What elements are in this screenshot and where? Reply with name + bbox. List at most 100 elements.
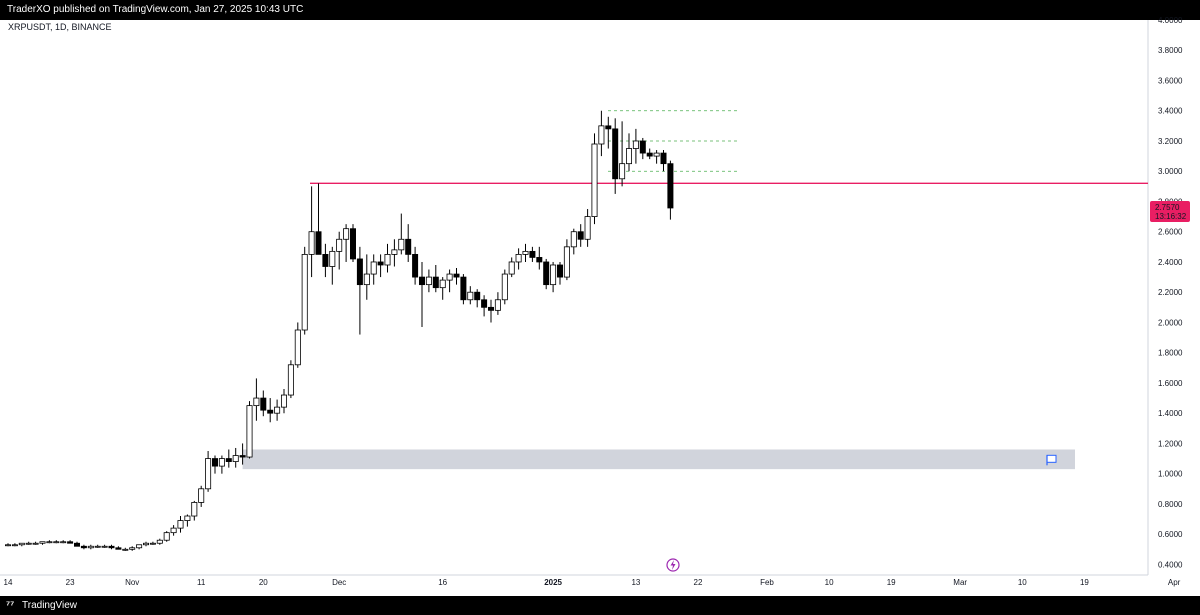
candle-body — [170, 527, 177, 534]
candle-body — [384, 254, 391, 266]
candle-body — [639, 140, 646, 154]
publish-text: TraderXO published on TradingView.com, J… — [7, 4, 304, 15]
candle — [108, 544, 115, 550]
price-tick-label: 2.2000 — [1158, 288, 1183, 297]
time-tick-label: 20 — [259, 578, 268, 587]
candle-body — [301, 254, 308, 331]
last-price-label: 2.7570 — [1155, 203, 1180, 212]
candle-body — [74, 542, 81, 547]
candle-body — [563, 246, 570, 278]
candle-body — [501, 273, 508, 301]
time-axis[interactable]: 14 23 Nov 11 20 Dec 16 2025 13 22 Feb 10 19 Mar 10 19 Ap… — [4, 578, 1200, 587]
candle — [101, 544, 108, 548]
candle-body — [550, 264, 557, 286]
candle-body — [432, 276, 439, 289]
price-tick-label: 3.6000 — [1158, 76, 1183, 85]
candle-body — [53, 541, 60, 544]
level-layer — [310, 110, 1148, 184]
candle — [170, 525, 177, 536]
candle — [660, 150, 667, 172]
tradingview-footer: ⁷⁷ TradingView — [0, 596, 1200, 615]
candle-body — [80, 545, 87, 549]
candle-body — [163, 532, 170, 541]
candle-body — [412, 254, 419, 278]
time-tick-label: 23 — [66, 578, 75, 587]
candle-body — [508, 261, 515, 275]
candle — [391, 239, 398, 267]
price-tick-label: 2.0000 — [1158, 318, 1183, 327]
candle-body — [425, 276, 432, 286]
last-price-tag — [1150, 200, 1190, 222]
candle — [74, 541, 81, 547]
candle — [432, 264, 439, 293]
candle — [474, 289, 481, 308]
candle — [570, 228, 577, 255]
candle — [301, 246, 308, 335]
candle-body — [356, 258, 363, 286]
candle — [522, 243, 529, 262]
price-tick-label: 1.2000 — [1158, 439, 1183, 448]
tradingview-brand: TradingView — [22, 600, 78, 611]
candle — [39, 541, 46, 545]
candle-body — [239, 455, 246, 458]
candle — [363, 254, 370, 300]
candle-body — [632, 140, 639, 149]
candle-body — [494, 299, 501, 311]
time-tick-label: 19 — [1080, 578, 1089, 587]
candle — [246, 401, 253, 459]
candle — [122, 547, 129, 551]
candle-body — [129, 547, 136, 550]
candle-body — [211, 458, 218, 467]
candle — [425, 269, 432, 293]
candle — [349, 224, 356, 262]
flag-icon[interactable] — [1046, 454, 1057, 463]
candle-body — [370, 261, 377, 275]
candle-body — [198, 488, 205, 503]
candle — [460, 274, 467, 305]
candle — [412, 246, 419, 285]
candle-body — [287, 364, 294, 396]
price-chart[interactable]: 4.00003.80003.60003.40003.20003.00002.80… — [0, 0, 1200, 596]
candle-body — [543, 261, 550, 286]
candle-body — [446, 273, 453, 281]
time-tick-label: 10 — [1018, 578, 1027, 587]
candle-body — [149, 542, 156, 545]
candle — [405, 224, 412, 262]
candle-body — [349, 228, 356, 260]
candle — [536, 246, 543, 270]
candle — [467, 286, 474, 305]
symbol-info: XRPUSDT, 1D, BINANCE — [8, 22, 112, 32]
candle — [253, 378, 260, 421]
price-tick-label: 2.4000 — [1158, 258, 1183, 267]
price-tick-label: 1.6000 — [1158, 379, 1183, 388]
candle-body — [626, 148, 633, 165]
candle-body — [136, 544, 143, 549]
candle-body — [418, 276, 425, 286]
candle — [225, 449, 232, 468]
candle — [343, 224, 350, 262]
candle — [598, 110, 605, 157]
candle-body — [439, 279, 446, 289]
candle — [481, 295, 488, 317]
candle-body — [177, 520, 184, 529]
time-tick-label: 19 — [887, 578, 896, 587]
time-tick-label: Feb — [760, 578, 774, 587]
candle-body — [460, 276, 467, 301]
candle — [211, 455, 218, 474]
candle — [515, 248, 522, 270]
candle — [129, 546, 136, 551]
price-tag-layer: 2.7570 13:16:32 — [1150, 200, 1190, 222]
candle — [5, 543, 11, 547]
candle-body — [191, 502, 198, 517]
candle — [508, 257, 515, 278]
candle — [177, 516, 184, 533]
candle — [563, 239, 570, 281]
candle — [205, 450, 212, 492]
candle-body — [322, 254, 329, 267]
candle — [626, 133, 633, 172]
candle — [18, 542, 25, 547]
candle — [639, 137, 646, 160]
candle-body — [260, 397, 267, 411]
candle-body — [570, 231, 577, 248]
candle-body — [5, 544, 11, 547]
